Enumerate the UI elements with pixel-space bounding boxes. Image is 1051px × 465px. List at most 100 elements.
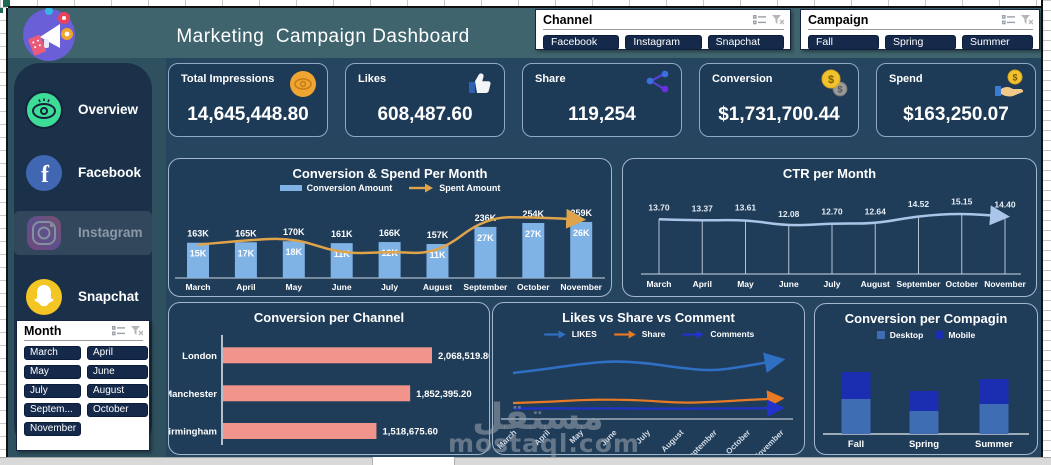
- svg-text:18K: 18K: [286, 247, 303, 257]
- svg-text:Manchester: Manchester: [169, 389, 217, 400]
- dashboard-frame-right: [1041, 0, 1043, 457]
- month-option-april[interactable]: April: [87, 346, 148, 360]
- clear-filter-icon[interactable]: [772, 14, 784, 26]
- kpi-card-share: Share 119,254: [522, 63, 682, 137]
- svg-text:161K: 161K: [331, 229, 353, 239]
- svg-text:July: July: [381, 282, 398, 292]
- multiselect-icon[interactable]: [753, 14, 766, 26]
- ctr-chart[interactable]: 13.70 March 13.37 April 13.61 May 12.08 June 12.…: [623, 159, 1036, 296]
- svg-text:1,852,395.20: 1,852,395.20: [416, 389, 471, 400]
- svg-text:June: June: [599, 428, 619, 448]
- kpi-value: 119,254: [568, 104, 636, 125]
- svg-text:12.64: 12.64: [865, 207, 887, 217]
- excel-selection-corner: [3, 0, 10, 7]
- month-option-august[interactable]: August: [87, 384, 148, 398]
- channel-option-facebook[interactable]: Facebook: [543, 35, 620, 50]
- svg-text:165K: 165K: [235, 228, 257, 238]
- month-option-june[interactable]: June: [87, 365, 148, 379]
- mobile-swatch: [935, 331, 944, 339]
- excel-selection-corner2: [0, 8, 3, 13]
- kpi-card-spend: Spend $ $163,250.07: [876, 63, 1036, 137]
- comments-arrow-swatch: [682, 329, 705, 339]
- excel-sheet-bar[interactable]: [0, 457, 1051, 465]
- chart-title: Conversion per Compagin: [844, 311, 1008, 326]
- svg-text:October: October: [724, 428, 752, 454]
- campaign-option-spring[interactable]: Spring: [885, 35, 956, 50]
- kpi-value: $1,731,700.44: [718, 104, 840, 125]
- kpi-label: Spend: [889, 73, 923, 85]
- svg-text:27K: 27K: [477, 233, 494, 243]
- svg-text:$: $: [1012, 73, 1017, 83]
- kpi-label: Total Impressions: [181, 73, 275, 85]
- svg-text:170K: 170K: [283, 227, 305, 237]
- month-slicer-title: Month: [24, 324, 62, 338]
- campaign-option-summer[interactable]: Summer: [962, 35, 1033, 50]
- sidebar-item-instagram[interactable]: Instagram: [24, 211, 146, 255]
- legend-label: Desktop: [889, 330, 924, 340]
- sidebar-item-snapchat[interactable]: Snapchat: [24, 275, 146, 319]
- svg-text:March: March: [646, 279, 671, 289]
- svg-text:15.15: 15.15: [951, 196, 973, 206]
- snapchat-icon: [26, 279, 62, 315]
- month-option-september[interactable]: Septem...: [24, 403, 81, 417]
- channel-slicer: Channel Facebook Instagram Snapchat: [535, 9, 791, 50]
- coins-icon: $ $: [821, 69, 848, 97]
- month-option-may[interactable]: May: [24, 365, 81, 379]
- svg-text:14.52: 14.52: [908, 199, 930, 209]
- kpi-card-conversion: Conversion $ $ $1,731,700.44: [699, 63, 859, 137]
- month-slicer: Month March April May June July August S…: [16, 320, 150, 451]
- legend-label: Conversion Amount: [306, 183, 393, 193]
- svg-text:October: October: [945, 279, 978, 289]
- clear-filter-icon[interactable]: [131, 325, 143, 337]
- sidebar-item-overview[interactable]: Overview: [24, 88, 146, 132]
- svg-text:$: $: [837, 85, 842, 95]
- svg-text:London: London: [182, 351, 217, 362]
- kpi-card-likes: Likes 608,487.60: [345, 63, 505, 137]
- megaphone-logo-icon: [23, 8, 75, 61]
- svg-text:May: May: [737, 279, 754, 289]
- campaign-option-fall[interactable]: Fall: [808, 35, 879, 50]
- conversion-spend-chart[interactable]: 163K 15K March 165K 17K April 170K 18K May 161K 11…: [169, 159, 611, 296]
- instagram-icon: [27, 216, 61, 250]
- channel-option-snapchat[interactable]: Snapchat: [707, 35, 784, 50]
- svg-text:13.70: 13.70: [648, 202, 670, 212]
- svg-text:1,518,675.60: 1,518,675.60: [382, 427, 437, 438]
- sidebar-item-label: Overview: [78, 102, 139, 117]
- svg-text:August: August: [861, 279, 890, 289]
- excel-grid-right: [1043, 0, 1051, 457]
- svg-text:July: July: [823, 279, 840, 289]
- svg-text:259K: 259K: [570, 208, 592, 218]
- sidebar-item-facebook[interactable]: f Facebook: [24, 151, 146, 195]
- chart-title: Conversion per Channel: [253, 310, 405, 325]
- month-option-july[interactable]: July: [24, 384, 81, 398]
- share-arrow-swatch: [613, 329, 636, 339]
- svg-text:November: November: [560, 282, 602, 292]
- kpi-label: Conversion: [712, 73, 773, 85]
- month-option-october[interactable]: October: [87, 403, 148, 417]
- svg-text:June: June: [779, 279, 799, 289]
- conversion-channel-chart[interactable]: London 2,068,519.80 Manchester 1,852,395.20…: [169, 303, 489, 454]
- multiselect-icon[interactable]: [1002, 14, 1015, 26]
- svg-text:May: May: [286, 282, 303, 292]
- legend-label: Spent Amount: [439, 183, 501, 193]
- clear-filter-icon[interactable]: [1021, 14, 1033, 26]
- spent-amount-arrow-swatch: [409, 183, 434, 193]
- month-option-november[interactable]: November: [24, 422, 81, 436]
- excel-scrollbar-thumb[interactable]: [372, 457, 455, 465]
- svg-text:May: May: [568, 428, 586, 446]
- svg-text:April: April: [236, 282, 255, 292]
- month-option-march[interactable]: March: [24, 346, 81, 360]
- multiselect-icon[interactable]: [112, 325, 125, 337]
- svg-text:2,068,519.80: 2,068,519.80: [438, 351, 489, 362]
- channel-option-instagram[interactable]: Instagram: [625, 35, 702, 50]
- kpi-card-total-impressions: Total Impressions 14,645,448.80: [168, 63, 328, 137]
- legend-label: LIKES: [571, 329, 597, 339]
- svg-text:15K: 15K: [190, 249, 207, 259]
- page-title: Marketing Campaign Dashboard: [176, 26, 470, 47]
- kpi-label: Likes: [358, 73, 387, 85]
- sidebar-item-label: Snapchat: [78, 289, 139, 304]
- chart-title: Conversion & Spend Per Month: [292, 166, 488, 181]
- share-nodes-icon: [646, 70, 669, 93]
- conversion-campaign-chart[interactable]: Fall Spring Summer: [815, 304, 1037, 454]
